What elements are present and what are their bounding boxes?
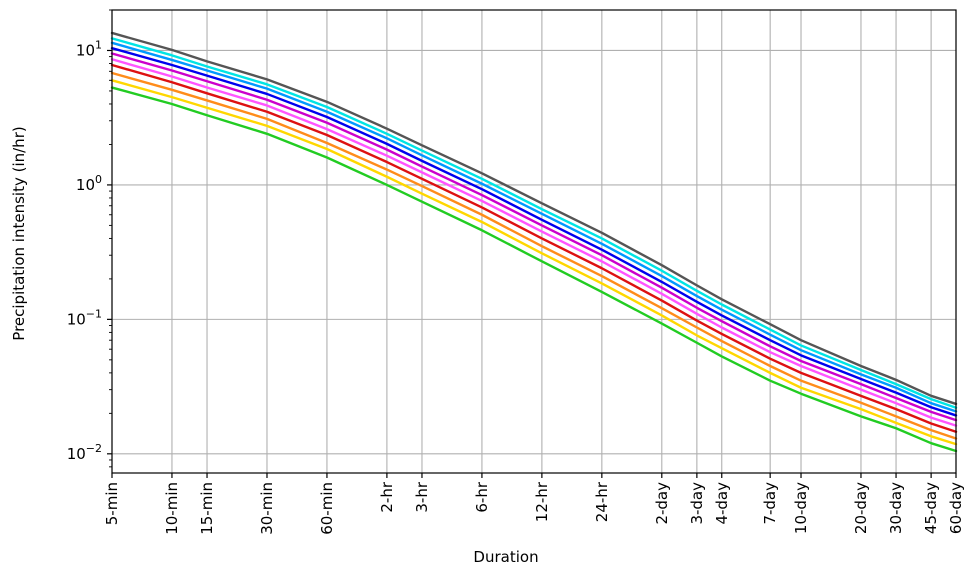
plot-frame: [111, 9, 957, 474]
x-tick-label: 10-day: [792, 482, 810, 534]
series-line-4: [110, 63, 958, 433]
series-line-10: [110, 31, 958, 406]
series-lines: [110, 31, 958, 453]
y-axis-label: Precipitation intensity (in/hr): [10, 126, 28, 340]
axis-ticks: 5-min 10-min 15-min 30-min 60-min 2-hr 3-hr 6-h…: [67, 9, 964, 535]
x-tick-label: 20-day: [852, 482, 870, 534]
x-tick-label: 7-day: [761, 482, 779, 525]
x-tick-label: 60-min: [318, 482, 336, 535]
x-tick-label: 6-hr: [473, 481, 491, 512]
series-line-2: [110, 79, 958, 446]
x-tick-label: 45-day: [922, 482, 940, 534]
x-tick-label: 60-day: [947, 482, 964, 534]
y-tick-label: 10−1: [67, 307, 102, 328]
x-axis-label: Duration: [473, 548, 538, 566]
x-tick-label: 30-day: [887, 482, 905, 534]
x-tick-label: 2-hr: [378, 481, 396, 512]
series-line-3: [110, 71, 958, 440]
y-tick-label: 101: [76, 38, 102, 59]
x-tick-label: 4-day: [713, 482, 731, 525]
x-tick-label: 2-day: [653, 482, 671, 525]
y-tick-label: 10−2: [67, 442, 102, 463]
series-line-8: [110, 41, 958, 413]
x-tick-label: 10-min: [163, 482, 181, 535]
series-line-7: [110, 46, 958, 417]
grid-lines: [111, 10, 957, 473]
series-line-9: [110, 37, 958, 409]
x-tick-label: 24-hr: [593, 481, 611, 522]
x-tick-label: 5-min: [103, 482, 121, 525]
series-line-1: [110, 86, 958, 453]
x-tick-label: 15-min: [198, 482, 216, 535]
x-tick-label: 3-day: [688, 482, 706, 525]
series-line-6: [110, 52, 958, 422]
x-tick-label: 30-min: [258, 482, 276, 535]
x-tick-label: 3-hr: [413, 481, 431, 512]
y-tick-label: 100: [76, 173, 102, 194]
series-line-5: [110, 58, 958, 427]
x-tick-label: 12-hr: [533, 481, 551, 522]
